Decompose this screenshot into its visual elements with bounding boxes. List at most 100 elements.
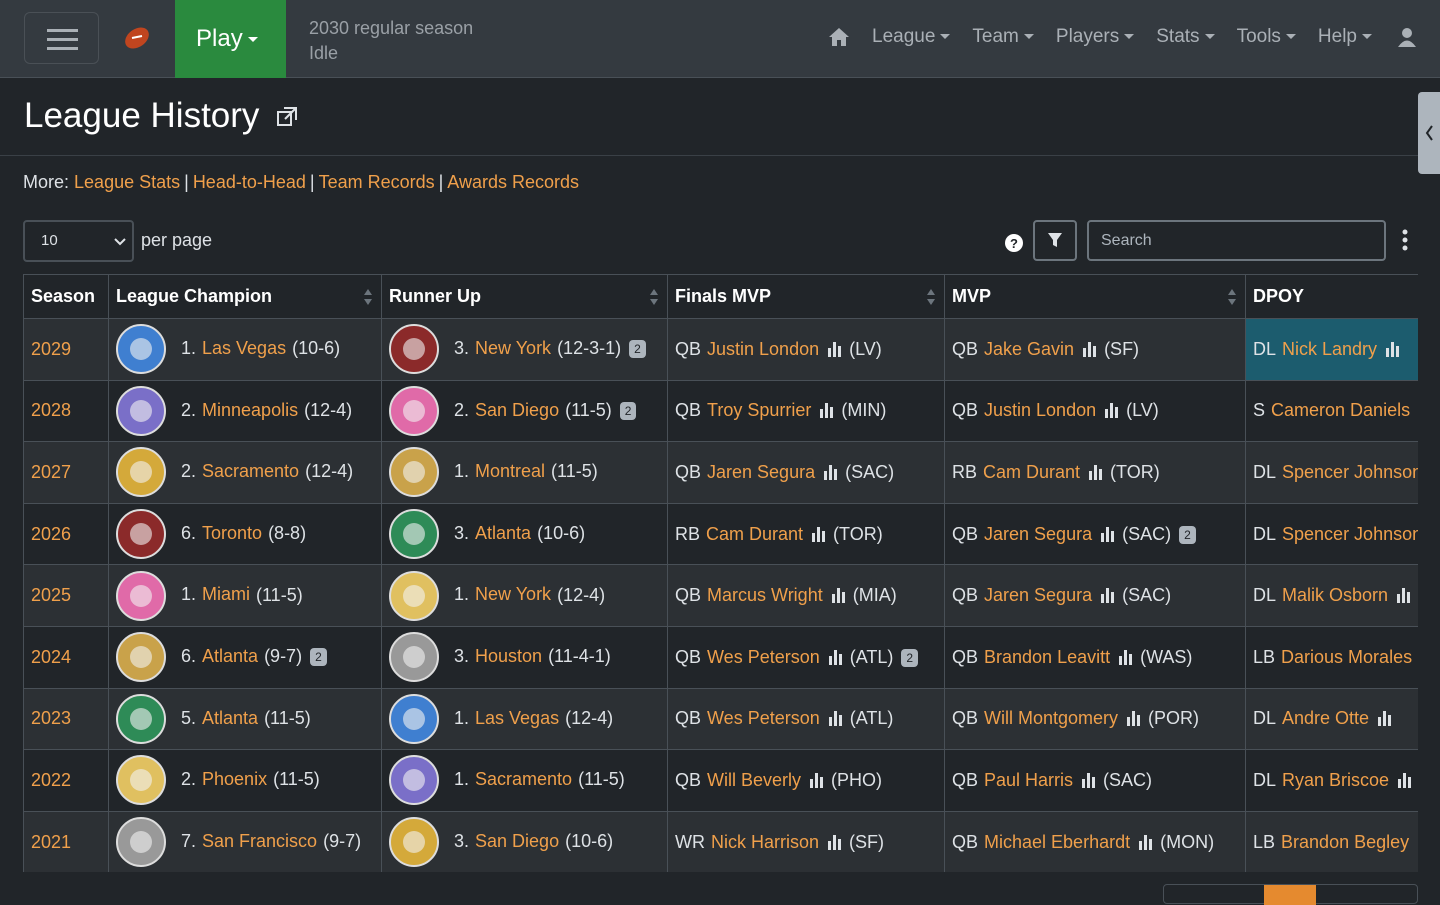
player-link[interactable]: Malik Osborn — [1282, 585, 1389, 606]
player-link[interactable]: Nick Landry — [1282, 338, 1378, 359]
team-link[interactable]: Atlanta — [475, 522, 532, 543]
team-link[interactable]: Sacramento — [202, 461, 300, 482]
player-link[interactable]: Will Beverly — [707, 769, 802, 790]
stats-icon[interactable] — [1138, 834, 1154, 850]
player-link[interactable]: Andre Otte — [1282, 708, 1370, 729]
season-link[interactable]: 2022 — [31, 769, 72, 790]
stats-icon[interactable] — [827, 834, 843, 850]
nav-item[interactable]: League — [872, 26, 951, 48]
more-link[interactable]: League Stats — [74, 172, 181, 192]
stats-icon[interactable] — [831, 587, 847, 604]
stats-icon[interactable] — [823, 464, 839, 480]
help-icon[interactable]: ? — [1004, 233, 1024, 253]
player-link[interactable]: Marcus Wright — [707, 585, 823, 606]
stats-icon[interactable] — [1118, 649, 1134, 665]
column-header[interactable]: League Champion — [108, 274, 382, 319]
popout-icon[interactable] — [275, 105, 299, 129]
stats-icon[interactable] — [828, 649, 844, 665]
stats-icon[interactable] — [1100, 587, 1116, 604]
season-link[interactable]: 2023 — [31, 708, 72, 729]
stats-icon[interactable] — [1082, 341, 1098, 357]
team-link[interactable]: Las Vegas — [202, 338, 287, 359]
team-link[interactable]: Atlanta — [202, 646, 259, 667]
filter-button[interactable] — [1033, 220, 1077, 261]
stats-icon[interactable] — [827, 341, 843, 357]
more-link[interactable]: Awards Records — [447, 172, 580, 192]
player-link[interactable]: Nick Harrison — [711, 831, 820, 852]
player-link[interactable]: Wes Peterson — [707, 708, 820, 729]
stats-icon[interactable] — [828, 710, 844, 727]
user-icon[interactable] — [1396, 26, 1418, 48]
stats-icon[interactable] — [1126, 710, 1142, 727]
stats-icon[interactable] — [819, 402, 835, 419]
nav-item[interactable]: Stats — [1156, 26, 1215, 48]
team-link[interactable]: San Diego — [475, 830, 560, 851]
team-link[interactable]: Minneapolis — [202, 399, 299, 420]
season-link[interactable]: 2029 — [31, 338, 72, 359]
stats-icon[interactable] — [1417, 834, 1418, 850]
nav-item[interactable]: Players — [1056, 26, 1135, 48]
team-link[interactable]: New York — [475, 338, 552, 359]
team-link[interactable]: Montreal — [475, 461, 546, 482]
season-link[interactable]: 2021 — [31, 831, 72, 852]
stats-icon[interactable] — [1104, 402, 1120, 419]
team-link[interactable]: Atlanta — [202, 707, 259, 728]
home-icon[interactable] — [828, 26, 850, 48]
player-link[interactable]: Paul Harris — [984, 769, 1074, 790]
more-link[interactable]: Team Records — [318, 172, 435, 192]
per-page-select[interactable]: 10 — [23, 220, 134, 262]
player-link[interactable]: Brandon Begley — [1281, 831, 1410, 852]
player-link[interactable]: Michael Eberhardt — [984, 831, 1131, 852]
team-link[interactable]: San Francisco — [202, 830, 318, 851]
stats-icon[interactable] — [1081, 772, 1097, 788]
more-options[interactable] — [1400, 228, 1410, 254]
season-link[interactable]: 2027 — [31, 461, 72, 482]
player-link[interactable]: Justin London — [984, 400, 1097, 421]
stats-icon[interactable] — [1397, 772, 1413, 788]
logo-icon[interactable] — [122, 24, 152, 52]
player-link[interactable]: Spencer Johnson — [1282, 523, 1418, 544]
column-header[interactable]: Finals MVP — [667, 274, 945, 319]
menu-toggle[interactable] — [24, 12, 99, 64]
nav-item[interactable]: Team — [972, 26, 1034, 48]
player-link[interactable]: Will Montgomery — [984, 708, 1119, 729]
player-link[interactable]: Brandon Leavitt — [984, 646, 1111, 667]
team-link[interactable]: Phoenix — [202, 769, 268, 790]
search-input[interactable]: Search — [1087, 220, 1386, 261]
player-link[interactable]: Wes Peterson — [707, 646, 820, 667]
column-header[interactable]: MVP — [944, 274, 1246, 319]
player-link[interactable]: Spencer Johnson — [1282, 461, 1418, 482]
player-link[interactable]: Cam Durant — [983, 461, 1081, 482]
player-link[interactable]: Jaren Segura — [707, 461, 816, 482]
player-link[interactable]: Darious Morales — [1281, 646, 1413, 667]
team-link[interactable]: San Diego — [475, 399, 560, 420]
play-button[interactable]: Play — [175, 0, 286, 78]
stats-icon[interactable] — [1377, 710, 1393, 727]
season-link[interactable]: 2026 — [31, 523, 72, 544]
team-link[interactable]: Sacramento — [475, 769, 573, 790]
player-link[interactable]: Cam Durant — [706, 523, 804, 544]
stats-icon[interactable] — [1088, 464, 1104, 480]
stats-icon[interactable] — [809, 772, 825, 788]
more-link[interactable]: Head-to-Head — [192, 172, 306, 192]
player-link[interactable]: Cameron Daniels — [1271, 400, 1411, 421]
player-link[interactable]: Jaren Segura — [984, 585, 1093, 606]
stats-icon[interactable] — [1100, 526, 1116, 542]
nav-item[interactable]: Tools — [1237, 26, 1296, 48]
side-tab[interactable] — [1418, 92, 1440, 174]
stats-icon[interactable] — [811, 526, 827, 542]
player-link[interactable]: Ryan Briscoe — [1282, 769, 1390, 790]
team-link[interactable]: Toronto — [202, 522, 263, 543]
season-link[interactable]: 2024 — [31, 646, 72, 667]
season-link[interactable]: 2025 — [31, 585, 72, 606]
player-link[interactable]: Jaren Segura — [984, 523, 1093, 544]
stats-icon[interactable] — [1396, 587, 1412, 604]
team-link[interactable]: New York — [475, 584, 552, 605]
player-link[interactable]: Justin London — [707, 338, 820, 359]
season-link[interactable]: 2028 — [31, 400, 72, 421]
team-link[interactable]: Las Vegas — [475, 707, 560, 728]
team-link[interactable]: Miami — [202, 584, 251, 605]
player-link[interactable]: Jake Gavin — [984, 338, 1075, 359]
stats-icon[interactable] — [1385, 341, 1401, 357]
nav-item[interactable]: Help — [1318, 26, 1372, 48]
